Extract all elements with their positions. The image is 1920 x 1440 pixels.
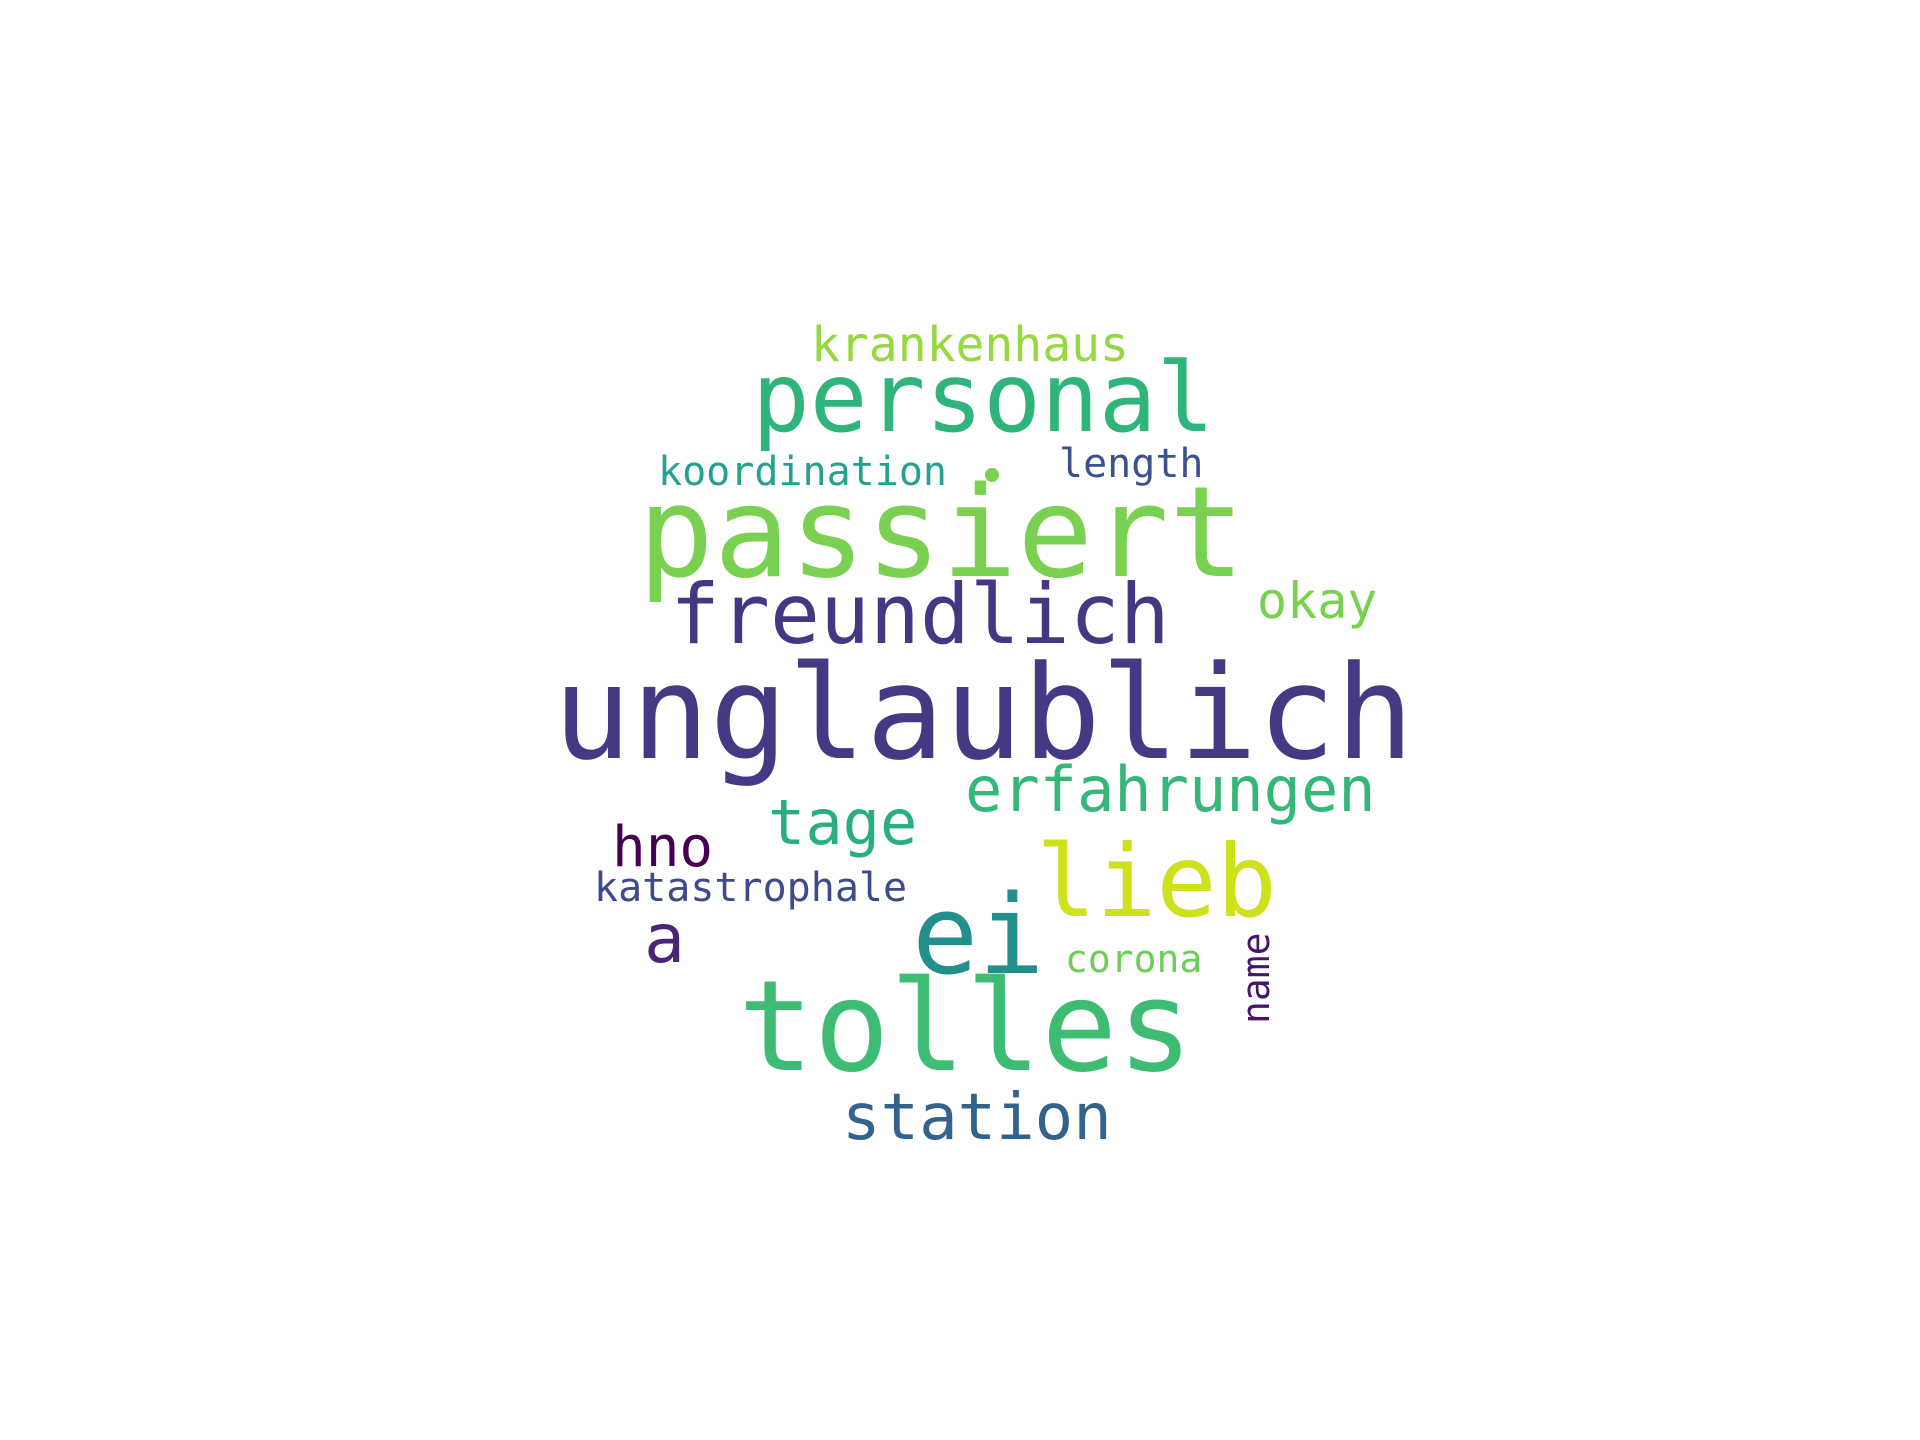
word-krankenhaus: krankenhaus <box>811 317 1129 373</box>
word-hno: hno <box>612 815 714 880</box>
word-katastrophale: katastrophale <box>594 865 908 911</box>
word-tolles: tolles <box>738 953 1194 1100</box>
word-a: a <box>644 900 685 979</box>
word-lieb: lieb <box>1036 823 1277 940</box>
word-okay: okay <box>1257 572 1378 630</box>
word-freundlich: freundlich <box>670 566 1170 663</box>
word-personal: personal <box>752 342 1215 454</box>
word-length: length <box>1059 441 1204 487</box>
word-name: name <box>1234 932 1278 1024</box>
dot-mark <box>985 468 999 482</box>
word-unglaublich: unglaublich <box>553 637 1414 789</box>
word-station: station <box>842 1081 1112 1155</box>
word-koordination: koordination <box>658 449 947 495</box>
word-ei: ei <box>912 871 1045 999</box>
word-passiert: passiert <box>638 459 1245 606</box>
word-corona: corona <box>1065 937 1203 981</box>
word-tage: tage <box>768 786 918 859</box>
word-erfahrungen: erfahrungen <box>965 753 1376 826</box>
